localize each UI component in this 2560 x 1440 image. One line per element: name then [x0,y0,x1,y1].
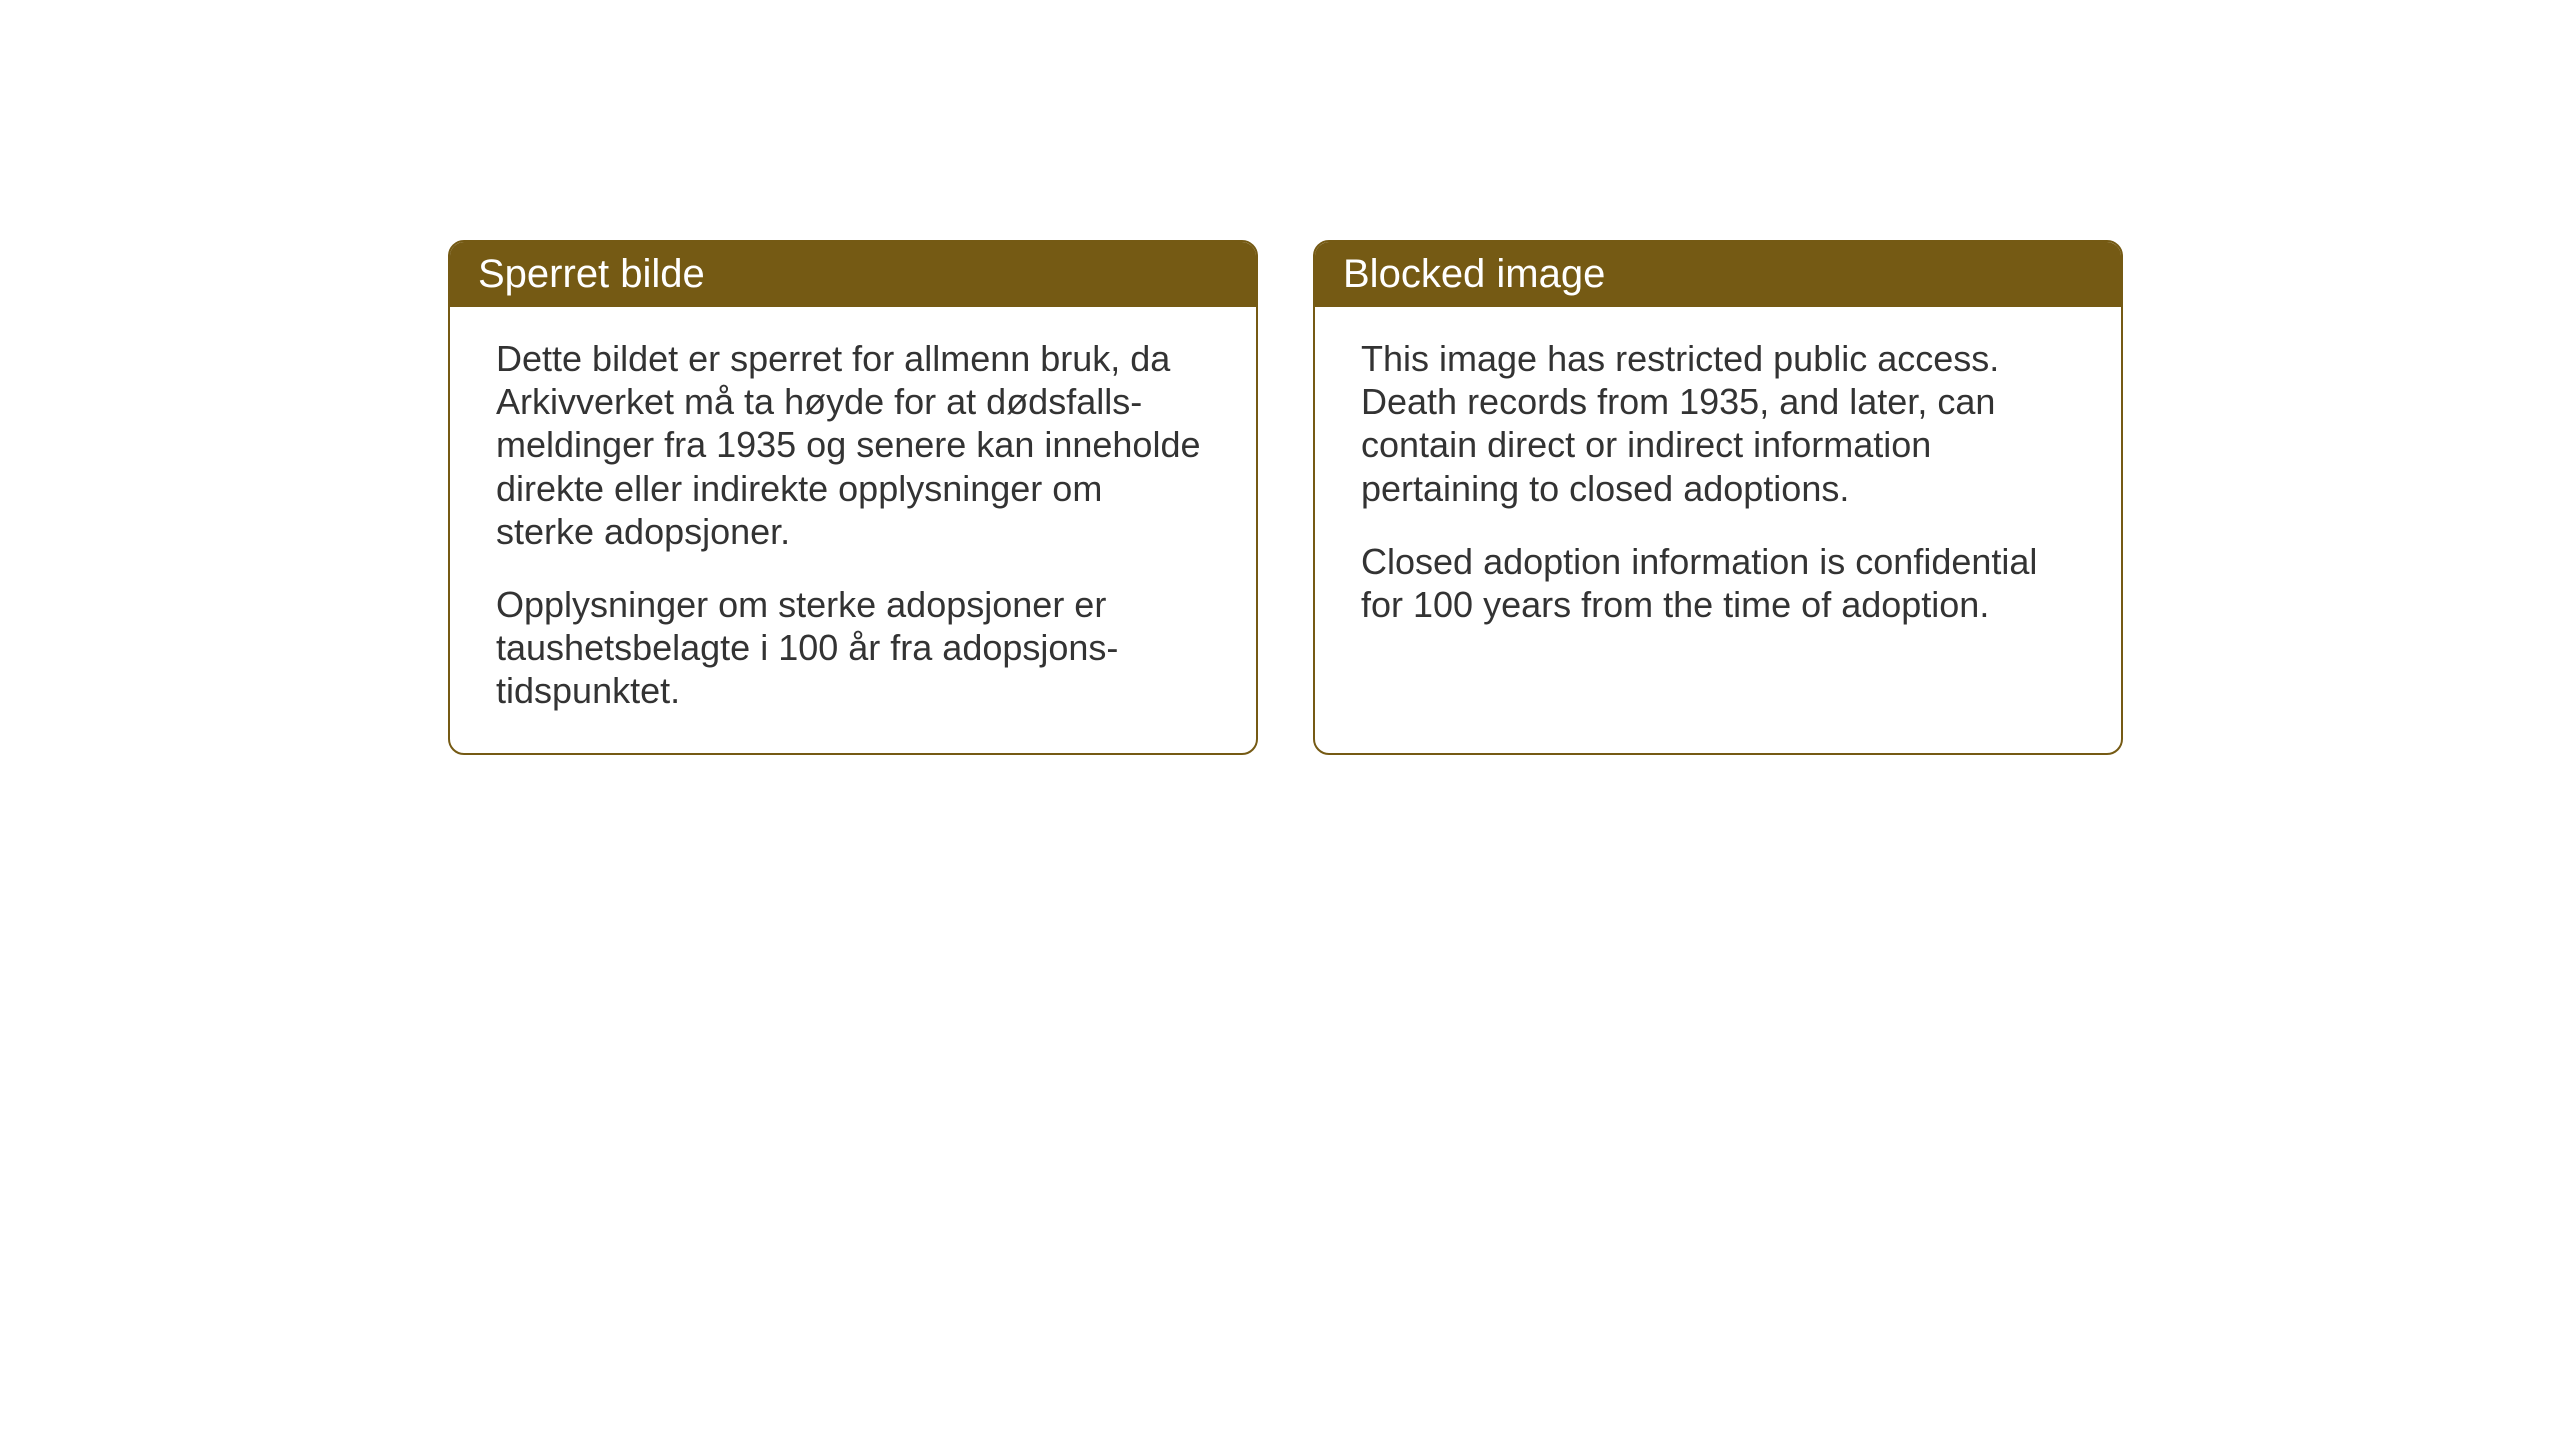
card-paragraph-english-2: Closed adoption information is confident… [1361,540,2075,626]
card-body-norwegian: Dette bildet er sperret for allmenn bruk… [450,307,1256,753]
card-english: Blocked image This image has restricted … [1313,240,2123,755]
card-paragraph-norwegian-1: Dette bildet er sperret for allmenn bruk… [496,337,1210,553]
card-body-english: This image has restricted public access.… [1315,307,2121,666]
cards-container: Sperret bilde Dette bildet er sperret fo… [448,240,2123,755]
card-title-norwegian: Sperret bilde [478,252,705,296]
card-header-english: Blocked image [1315,242,2121,307]
card-norwegian: Sperret bilde Dette bildet er sperret fo… [448,240,1258,755]
card-title-english: Blocked image [1343,252,1605,296]
card-paragraph-norwegian-2: Opplysninger om sterke adopsjoner er tau… [496,583,1210,713]
card-paragraph-english-1: This image has restricted public access.… [1361,337,2075,510]
card-header-norwegian: Sperret bilde [450,242,1256,307]
